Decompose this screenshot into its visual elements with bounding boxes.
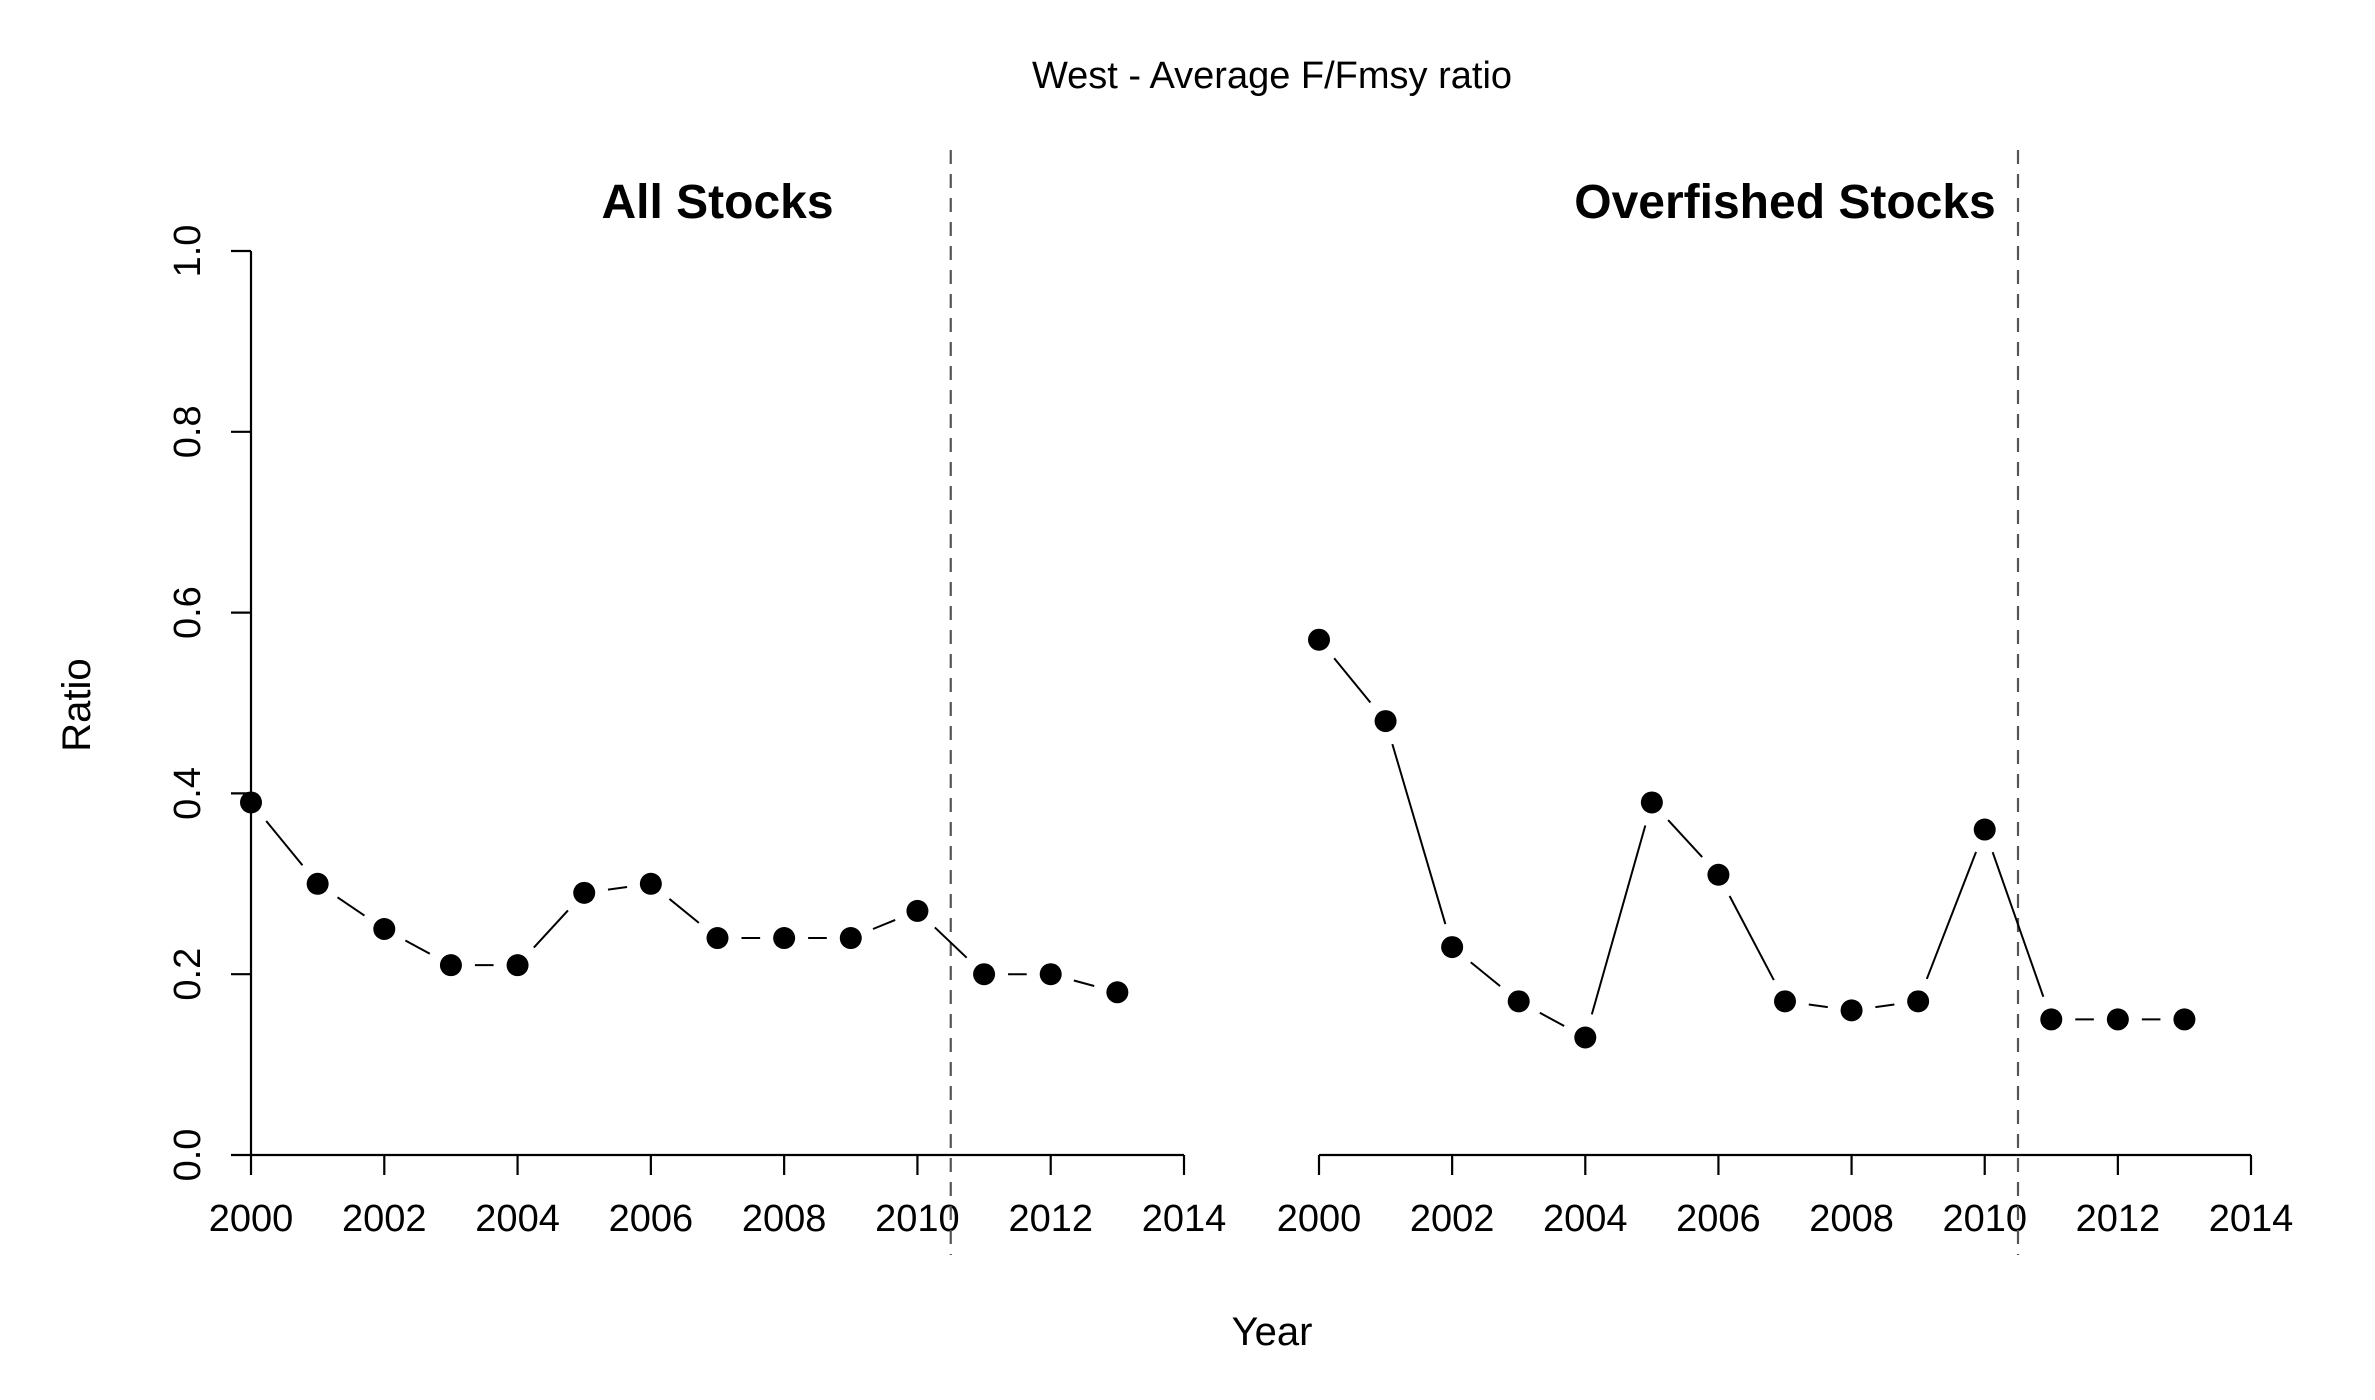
data-point [306,872,329,895]
panel-title: All Stocks [601,176,833,229]
data-point [373,918,396,940]
series-line-segment [1391,743,1447,925]
series-line-segment [934,926,968,959]
panel-1: All Stocks 2000 2002 2004 2006 2008 2010 2012 20… [209,150,1227,1255]
data-point [639,872,662,895]
y-tick-label: 0.4 [167,767,209,820]
data-point [1840,999,1863,1022]
x-tick-label: 2014 [1142,1198,1227,1240]
data-point [839,927,862,950]
data-point [1574,1026,1597,1049]
x-tick-label: 2004 [1543,1198,1628,1240]
series-line-segment [1875,1003,1895,1009]
x-tick-label: 2014 [2209,1198,2294,1240]
data-point [773,927,796,950]
x-tick-label: 2006 [1676,1198,1761,1240]
series-line-segment [1925,851,1977,980]
data-point [573,881,596,904]
x-tick-label: 2008 [742,1198,827,1240]
data-point [1973,818,1996,841]
series-line-segment [1808,1003,1828,1009]
y-tick-label: 0.2 [167,948,209,1001]
data-point [2106,1008,2129,1031]
y-tick-label: 0.8 [167,405,209,458]
data-point [1707,863,1730,886]
data-point [1106,981,1129,1004]
x-axis-label: Year [1232,1310,1313,1354]
panel-title: Overfished Stocks [1574,176,1996,229]
y-tick-label: 1.0 [167,225,209,278]
series-line-segment [1073,979,1095,987]
x-tick-label: 2002 [342,1198,427,1240]
series-line-segment [607,886,628,891]
data-point [706,927,729,950]
y-axis-label: Ratio [55,658,99,751]
panel-2: Overfished Stocks 2000 2002 2004 2006 2008 201… [1277,150,2294,1255]
data-point [1308,628,1330,651]
x-tick-label: 2012 [1008,1198,1093,1240]
series-line-segment [533,909,569,949]
data-point [1774,990,1796,1013]
series-line-segment [404,939,431,955]
y-tick-label: 0.0 [167,1129,209,1182]
x-tick-label: 2004 [475,1198,560,1240]
data-point [240,791,262,814]
series-line-segment [1667,819,1703,858]
data-point [1374,710,1397,733]
chart-panels: 0.0 0.2 0.4 0.6 0.8 1.0 All Stocks 2000 2002 2004… [167,150,2293,1255]
data-point [1640,791,1663,814]
series-line-segment [668,898,700,924]
data-point [906,899,929,922]
x-tick-label: 2010 [1942,1198,2027,1240]
data-point [1507,990,1530,1013]
x-tick-label: 2010 [875,1198,960,1240]
data-point [2173,1008,2196,1031]
x-tick-label: 2000 [209,1198,294,1240]
data-point [2040,1008,2063,1031]
x-tick-label: 2006 [609,1198,694,1240]
data-point [973,963,996,986]
y-tick-label: 0.6 [167,586,209,639]
x-tick-label: 2008 [1809,1198,1894,1240]
data-point [1441,936,1464,959]
x-tick-label: 2000 [1277,1198,1362,1240]
data-point [1907,990,1930,1013]
data-point [439,954,462,977]
series-line-segment [1333,657,1372,704]
chart-title: West - Average F/Fmsy ratio [1032,55,1512,97]
series-line-segment [336,896,365,917]
series-line-segment [265,820,304,866]
series-line-segment [1539,1011,1565,1027]
data-point [506,954,529,977]
series-line-segment [1728,895,1775,981]
x-tick-label: 2002 [1410,1198,1495,1240]
x-tick-label: 2012 [2076,1198,2161,1240]
series-line-segment [1991,851,2045,998]
data-point [1039,963,1062,986]
series-line-segment [872,919,896,930]
series-line-segment [1470,961,1501,987]
series-line-segment [1590,825,1647,1015]
